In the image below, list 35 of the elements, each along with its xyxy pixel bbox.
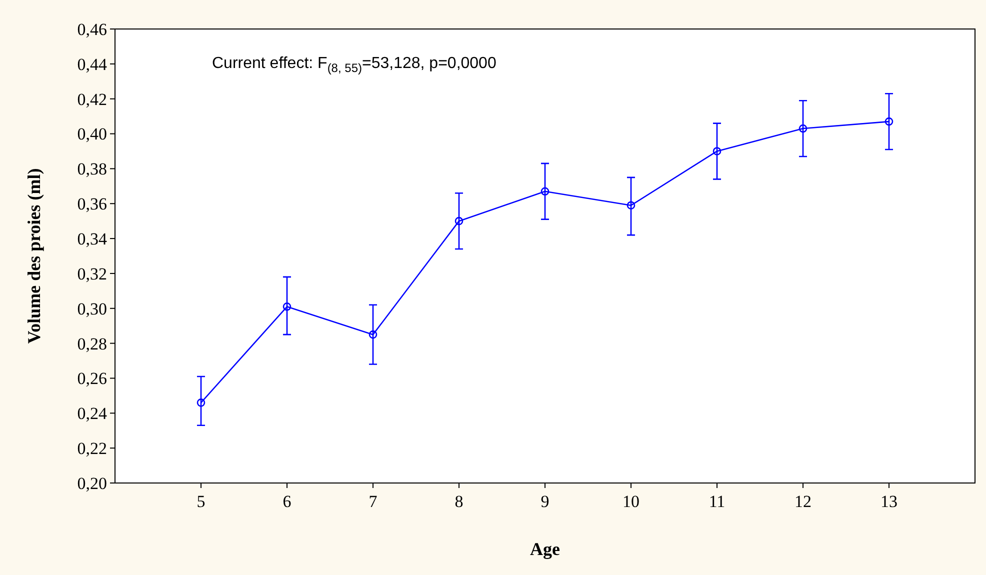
point <box>884 117 894 126</box>
x-tick-label: 10 <box>622 492 640 511</box>
point <box>368 330 378 339</box>
y-tick-label: 0,42 <box>77 90 107 109</box>
y-tick-label: 0,36 <box>77 194 107 214</box>
point <box>282 302 292 311</box>
x-tick-label: 6 <box>282 492 292 511</box>
y-tick-label: 0,38 <box>77 160 107 179</box>
point <box>540 187 550 196</box>
x-tick-label: 8 <box>454 492 464 511</box>
point <box>798 124 808 133</box>
y-tick-label: 0,28 <box>77 334 107 354</box>
x-axis-title: Age <box>530 539 560 559</box>
x-tick-label: 13 <box>880 492 898 511</box>
x-tick-label: 12 <box>794 492 812 511</box>
x-tick-label: 5 <box>196 492 206 511</box>
y-tick-label: 0,46 <box>77 20 107 39</box>
point <box>454 216 464 226</box>
y-tick-label: 0,20 <box>77 474 107 493</box>
y-tick-label: 0,44 <box>77 54 108 74</box>
y-tick-label: 0,34 <box>77 229 108 248</box>
x-tick-label: 9 <box>540 492 550 511</box>
y-tick-label: 0,32 <box>77 264 107 284</box>
y-tick-label: 0,26 <box>77 369 107 388</box>
x-tick-label: 7 <box>368 492 378 511</box>
x-tick-label: 11 <box>708 492 726 511</box>
y-tick-label: 0,22 <box>77 439 107 458</box>
point <box>196 398 206 407</box>
y-tick-label: 0,30 <box>77 299 107 318</box>
point <box>712 147 722 156</box>
y-axis-title: Volume des proies (ml) <box>24 168 44 344</box>
y-tick-label: 0,24 <box>77 404 108 424</box>
point <box>626 201 636 210</box>
annotation: Current effect: F$_{(8, 55)}$=53,128, p=0,0000 <box>212 55 496 75</box>
y-tick-label: 0,40 <box>77 124 107 144</box>
